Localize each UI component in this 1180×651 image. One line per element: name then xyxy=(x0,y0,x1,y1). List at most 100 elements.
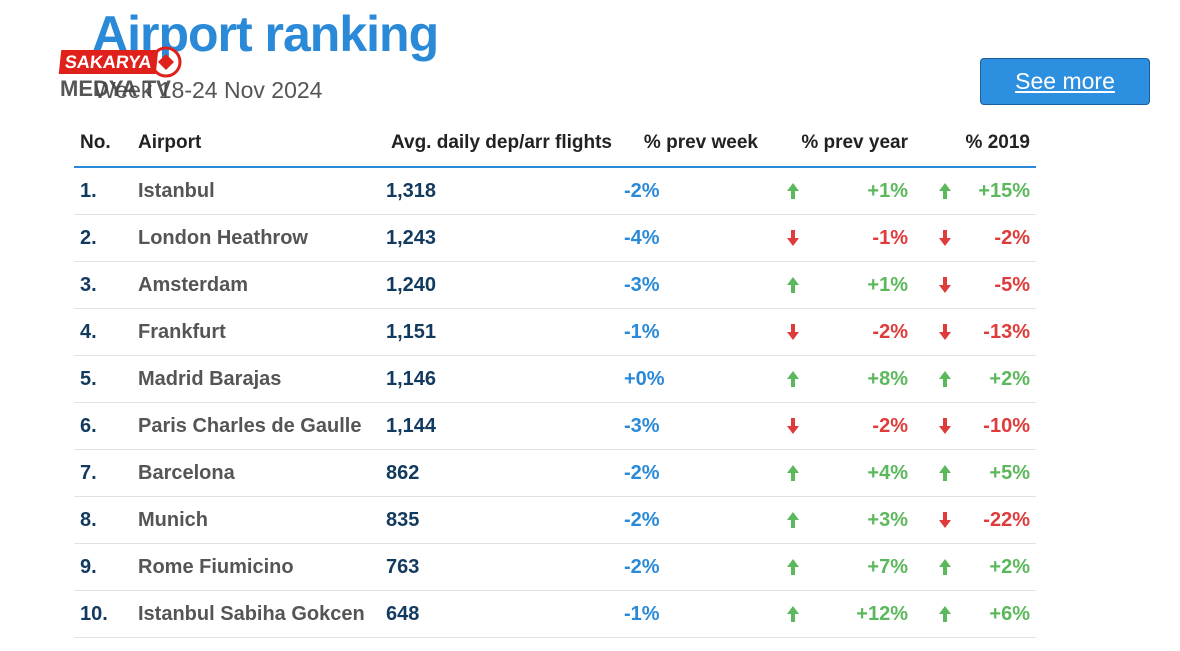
arrow-up-icon xyxy=(938,558,954,576)
prev-year-change: +1% xyxy=(867,273,908,296)
col-header-no: No. xyxy=(74,119,132,168)
arrow-up-icon xyxy=(786,605,802,623)
prev-week-change: -2% xyxy=(618,543,764,591)
vs-2019-cell: +5% xyxy=(914,449,1036,497)
rank-number: 3. xyxy=(74,261,132,309)
vs-2019-cell: +2% xyxy=(914,355,1036,403)
prev-week-change: -1% xyxy=(618,590,764,638)
arrow-up-icon xyxy=(938,605,954,623)
vs-2019-change: -10% xyxy=(983,414,1030,437)
watermark-sub: MEDYA TV xyxy=(60,76,171,101)
arrow-up-icon xyxy=(938,370,954,388)
avg-daily-flights: 1,240 xyxy=(380,261,618,309)
rank-number: 10. xyxy=(74,590,132,638)
arrow-down-icon xyxy=(786,417,802,435)
vs-2019-cell: +6% xyxy=(914,590,1036,638)
airport-name: Istanbul Sabiha Gokcen xyxy=(132,590,380,638)
table-row: 1. Istanbul 1,318 -2% +1% +15% xyxy=(74,167,1036,215)
arrow-down-icon xyxy=(938,511,954,529)
watermark-brand: SAKARYA xyxy=(58,50,158,74)
col-header-flights: Avg. daily dep/arr flights xyxy=(380,119,618,168)
arrow-up-icon xyxy=(786,370,802,388)
vs-2019-cell: -13% xyxy=(914,308,1036,356)
arrow-down-icon xyxy=(938,323,954,341)
airport-name: Rome Fiumicino xyxy=(132,543,380,591)
arrow-down-icon xyxy=(786,229,802,247)
table-row: 7. Barcelona 862 -2% +4% +5% xyxy=(74,449,1036,497)
arrow-up-icon xyxy=(786,511,802,529)
prev-year-change: +1% xyxy=(867,179,908,202)
avg-daily-flights: 1,144 xyxy=(380,402,618,450)
vs-2019-change: +6% xyxy=(989,602,1030,625)
table-row: 9. Rome Fiumicino 763 -2% +7% +2% xyxy=(74,543,1036,591)
airport-name: Munich xyxy=(132,496,380,544)
prev-year-change: +7% xyxy=(867,555,908,578)
vs-2019-cell: -10% xyxy=(914,402,1036,450)
table-row: 5. Madrid Barajas 1,146 +0% +8% +2% xyxy=(74,355,1036,403)
signal-icon xyxy=(148,44,184,85)
col-header-airport: Airport xyxy=(132,119,380,168)
avg-daily-flights: 1,151 xyxy=(380,308,618,356)
avg-daily-flights: 835 xyxy=(380,496,618,544)
arrow-up-icon xyxy=(786,182,802,200)
vs-2019-change: -2% xyxy=(994,226,1030,249)
vs-2019-cell: +15% xyxy=(914,167,1036,215)
prev-year-change: +12% xyxy=(856,602,908,625)
prev-year-cell: +12% xyxy=(764,590,914,638)
prev-year-change: +3% xyxy=(867,508,908,531)
airport-name: Amsterdam xyxy=(132,261,380,309)
arrow-down-icon xyxy=(938,229,954,247)
prev-year-cell: +7% xyxy=(764,543,914,591)
airport-name: Frankfurt xyxy=(132,308,380,356)
arrow-down-icon xyxy=(938,417,954,435)
rank-number: 9. xyxy=(74,543,132,591)
vs-2019-change: -13% xyxy=(983,320,1030,343)
prev-week-change: -2% xyxy=(618,167,764,215)
prev-week-change: -2% xyxy=(618,449,764,497)
watermark-logo: SAKARYA MEDYA TV xyxy=(58,44,190,102)
prev-week-change: -1% xyxy=(618,308,764,356)
prev-week-change: -4% xyxy=(618,214,764,262)
vs-2019-change: +2% xyxy=(989,555,1030,578)
prev-week-change: -2% xyxy=(618,496,764,544)
vs-2019-cell: +2% xyxy=(914,543,1036,591)
prev-year-cell: +1% xyxy=(764,261,914,309)
vs-2019-change: -22% xyxy=(983,508,1030,531)
col-header-prev-week: % prev week xyxy=(618,119,764,168)
table-row: 10. Istanbul Sabiha Gokcen 648 -1% +12% +6% xyxy=(74,590,1036,638)
avg-daily-flights: 1,243 xyxy=(380,214,618,262)
vs-2019-change: +15% xyxy=(978,179,1030,202)
table-row: 8. Munich 835 -2% +3% -22% xyxy=(74,496,1036,544)
avg-daily-flights: 648 xyxy=(380,590,618,638)
arrow-down-icon xyxy=(938,276,954,294)
date-range-subtitle: Week 18-24 Nov 2024 xyxy=(94,77,323,103)
prev-year-cell: +8% xyxy=(764,355,914,403)
rank-number: 8. xyxy=(74,496,132,544)
rank-number: 6. xyxy=(74,402,132,450)
arrow-up-icon xyxy=(938,464,954,482)
prev-year-cell: -2% xyxy=(764,308,914,356)
arrow-up-icon xyxy=(786,276,802,294)
prev-year-change: +8% xyxy=(867,367,908,390)
airport-name: London Heathrow xyxy=(132,214,380,262)
rank-number: 5. xyxy=(74,355,132,403)
avg-daily-flights: 763 xyxy=(380,543,618,591)
prev-year-change: -1% xyxy=(872,226,908,249)
arrow-up-icon xyxy=(786,558,802,576)
airport-name: Istanbul xyxy=(132,167,380,215)
table-row: 2. London Heathrow 1,243 -4% -1% -2% xyxy=(74,214,1036,262)
airport-ranking-table: No. Airport Avg. daily dep/arr flights %… xyxy=(74,119,1036,638)
prev-year-change: -2% xyxy=(872,320,908,343)
avg-daily-flights: 862 xyxy=(380,449,618,497)
table-row: 4. Frankfurt 1,151 -1% -2% -13% xyxy=(74,308,1036,356)
prev-year-cell: -2% xyxy=(764,402,914,450)
vs-2019-change: +2% xyxy=(989,367,1030,390)
see-more-button[interactable]: See more xyxy=(980,58,1150,105)
prev-year-cell: -1% xyxy=(764,214,914,262)
vs-2019-change: +5% xyxy=(989,461,1030,484)
vs-2019-change: -5% xyxy=(994,273,1030,296)
prev-year-change: -2% xyxy=(872,414,908,437)
table-row: 3. Amsterdam 1,240 -3% +1% -5% xyxy=(74,261,1036,309)
prev-week-change: +0% xyxy=(618,355,764,403)
vs-2019-cell: -2% xyxy=(914,214,1036,262)
